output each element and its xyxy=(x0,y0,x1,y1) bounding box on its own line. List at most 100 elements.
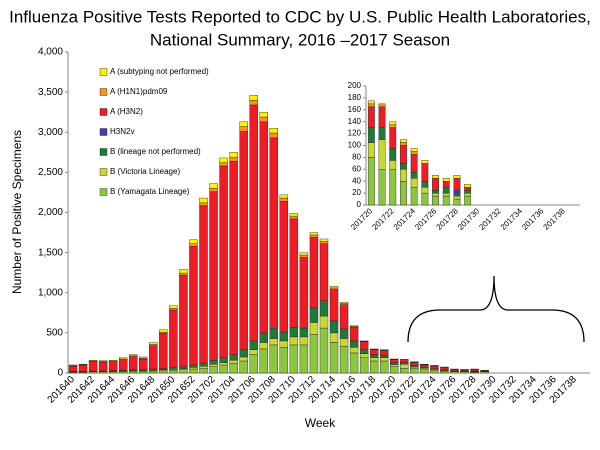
bar-segment xyxy=(432,178,439,191)
bar-segment xyxy=(199,205,208,364)
y-tick-label: 1,000 xyxy=(38,287,63,298)
bar-segment xyxy=(139,358,148,370)
bar-segment xyxy=(179,274,188,367)
bar-segment xyxy=(289,336,299,346)
bar-segment xyxy=(329,342,339,374)
bar-segment xyxy=(209,183,218,189)
bar-segment xyxy=(169,309,178,368)
y-tick-label: 200 xyxy=(348,81,362,90)
bar-segment xyxy=(299,254,309,258)
bar-segment xyxy=(379,357,389,362)
bar-segment xyxy=(159,333,168,369)
bar-segment xyxy=(400,359,409,363)
bar-segment xyxy=(279,340,289,348)
bar-segment xyxy=(389,127,397,149)
bar-segment xyxy=(299,257,309,329)
bar-segment xyxy=(400,362,409,365)
bar-segment xyxy=(349,327,359,342)
legend-swatch xyxy=(99,68,108,76)
bar-segment xyxy=(420,367,429,370)
x-tick-label: 201722 xyxy=(370,206,396,232)
bar-segment xyxy=(259,121,268,334)
y-tick-label: 60 xyxy=(352,164,361,173)
y-tick-label: 140 xyxy=(348,117,362,126)
bar-segment xyxy=(389,124,397,128)
bar-segment xyxy=(400,139,407,143)
bar-segment xyxy=(249,99,258,106)
bar-segment xyxy=(309,334,319,374)
bar-segment xyxy=(390,359,399,363)
y-tick-label: 180 xyxy=(348,93,362,102)
bar-segment xyxy=(379,355,389,358)
bar-segment xyxy=(239,121,248,127)
bar-segment xyxy=(430,370,439,374)
bar-segment xyxy=(453,189,461,194)
y-tick-label: 160 xyxy=(348,105,362,114)
bar-segment xyxy=(78,365,88,372)
bar-segment xyxy=(108,361,118,371)
bar-segment xyxy=(88,359,98,362)
x-tick-label: 201726 xyxy=(413,206,439,232)
bar-segment xyxy=(450,369,459,372)
bar-segment xyxy=(159,329,168,333)
bar-segment xyxy=(118,359,128,371)
bar-segment xyxy=(209,359,218,365)
bar-segment xyxy=(289,215,299,220)
bar-segment xyxy=(279,197,289,202)
bar-segment xyxy=(259,116,268,123)
bar-segment xyxy=(229,152,238,158)
bar-segment xyxy=(329,287,339,290)
bar-segment xyxy=(319,238,329,242)
bar-segment xyxy=(453,175,461,179)
bar-segment xyxy=(239,356,248,362)
bar-segment xyxy=(219,157,228,163)
bar-segment xyxy=(367,100,375,105)
bar-segment xyxy=(442,192,450,197)
bar-segment xyxy=(239,360,248,374)
bar-segment xyxy=(189,364,198,368)
bar-segment xyxy=(159,370,168,374)
bar-segment xyxy=(390,364,399,367)
bar-segment xyxy=(269,338,279,346)
y-tick-label: 100 xyxy=(348,141,362,150)
bar-segment xyxy=(329,286,339,289)
bar-segment xyxy=(369,360,379,374)
bar-segment xyxy=(279,194,289,199)
bar-segment xyxy=(229,156,238,162)
chart-title: Influenza Positive Tests Reported to CDC… xyxy=(9,7,591,26)
bar-segment xyxy=(249,349,258,355)
legend-label: H3N2v xyxy=(110,127,134,136)
bar-segment xyxy=(349,347,359,354)
bar-segment xyxy=(442,195,450,206)
bar-segment xyxy=(464,186,472,191)
bar-segment xyxy=(149,370,158,374)
bar-segment xyxy=(149,342,158,345)
bar-segment xyxy=(219,165,228,358)
bar-segment xyxy=(389,121,397,125)
bar-segment xyxy=(400,367,409,374)
legend-swatch xyxy=(99,128,108,136)
bar-segment xyxy=(430,365,439,369)
bar-segment xyxy=(219,362,228,366)
bracket xyxy=(407,275,585,343)
bar-segment xyxy=(367,142,375,158)
bar-segment xyxy=(68,365,78,372)
bar-segment xyxy=(367,157,375,206)
bar-segment xyxy=(329,332,339,343)
bar-segment xyxy=(319,243,329,301)
bar-segment xyxy=(329,320,339,334)
bar-segment xyxy=(279,201,289,333)
bar-segment xyxy=(309,232,319,236)
bar-segment xyxy=(378,103,386,108)
bar-segment xyxy=(453,198,461,206)
bar-segment xyxy=(369,349,379,355)
bar-segment xyxy=(410,148,418,152)
legend-label: B (Victoria Lineage) xyxy=(110,167,180,176)
bar-segment xyxy=(249,340,258,350)
bar-segment xyxy=(269,327,279,339)
bar-segment xyxy=(390,362,399,365)
bar-segment xyxy=(400,363,409,369)
bar-segment xyxy=(339,338,349,347)
x-tick-label: 201736 xyxy=(520,206,546,232)
bar-segment xyxy=(369,357,379,362)
